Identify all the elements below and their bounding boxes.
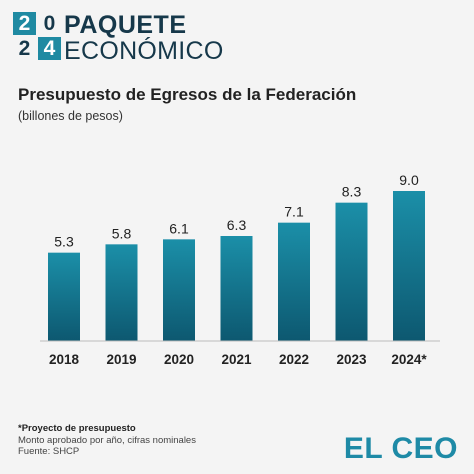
- paquete-economico-logo: 2 0 2 4 PAQUETE ECONÓMICO: [13, 11, 223, 67]
- category-label-2019: 2019: [106, 352, 136, 367]
- year-digit-2: 0: [43, 12, 56, 35]
- el-ceo-logo: EL CEO: [343, 432, 458, 465]
- category-label-2023: 2023: [336, 352, 367, 367]
- bar-2023: [335, 202, 368, 341]
- value-label-2024: 9.0: [399, 172, 419, 188]
- footnote-source: Fuente: SHCP: [18, 446, 80, 457]
- year-digit-3: 2: [18, 37, 31, 60]
- bar-chart: 5.3 5.8 6.1 6.3 7.1 8.3 9.0 2018 2019 2020 2021 20…: [40, 172, 440, 367]
- header-line2: ECONÓMICO: [64, 37, 224, 65]
- value-label-2022: 7.1: [284, 204, 304, 220]
- bar-2022: [278, 222, 310, 341]
- year-digit-1: 2: [13, 12, 36, 35]
- footnote-note: *Proyecto de presupuesto: [18, 423, 136, 434]
- category-label-2018: 2018: [49, 352, 80, 367]
- category-label-2022: 2022: [279, 352, 309, 367]
- footnote: *Proyecto de presupuesto Monto aprobado …: [18, 423, 196, 458]
- year-digit-4: 4: [38, 37, 61, 60]
- value-label-2021: 6.3: [227, 217, 247, 233]
- value-label-2018: 5.3: [54, 234, 74, 250]
- chart-subtitle: (billones de pesos): [18, 109, 123, 123]
- category-label-2024: 2024*: [391, 352, 427, 367]
- year-logo: 2 0 2 4: [13, 12, 63, 62]
- value-label-2020: 6.1: [169, 220, 189, 236]
- category-label-2020: 2020: [164, 352, 194, 367]
- bar-2021: [220, 236, 253, 341]
- category-label-2021: 2021: [221, 352, 252, 367]
- footnote-detail: Monto aprobado por año, cifras nominales: [18, 434, 196, 446]
- value-label-2023: 8.3: [342, 184, 362, 200]
- bar-2019: [105, 244, 138, 341]
- chart-title: Presupuesto de Egresos de la Federación: [18, 85, 357, 104]
- value-label-2019: 5.8: [112, 225, 132, 241]
- header-line1: PAQUETE: [64, 11, 187, 39]
- bar-2018: [48, 252, 80, 341]
- bar-2024: [393, 191, 425, 341]
- bar-2020: [163, 239, 195, 341]
